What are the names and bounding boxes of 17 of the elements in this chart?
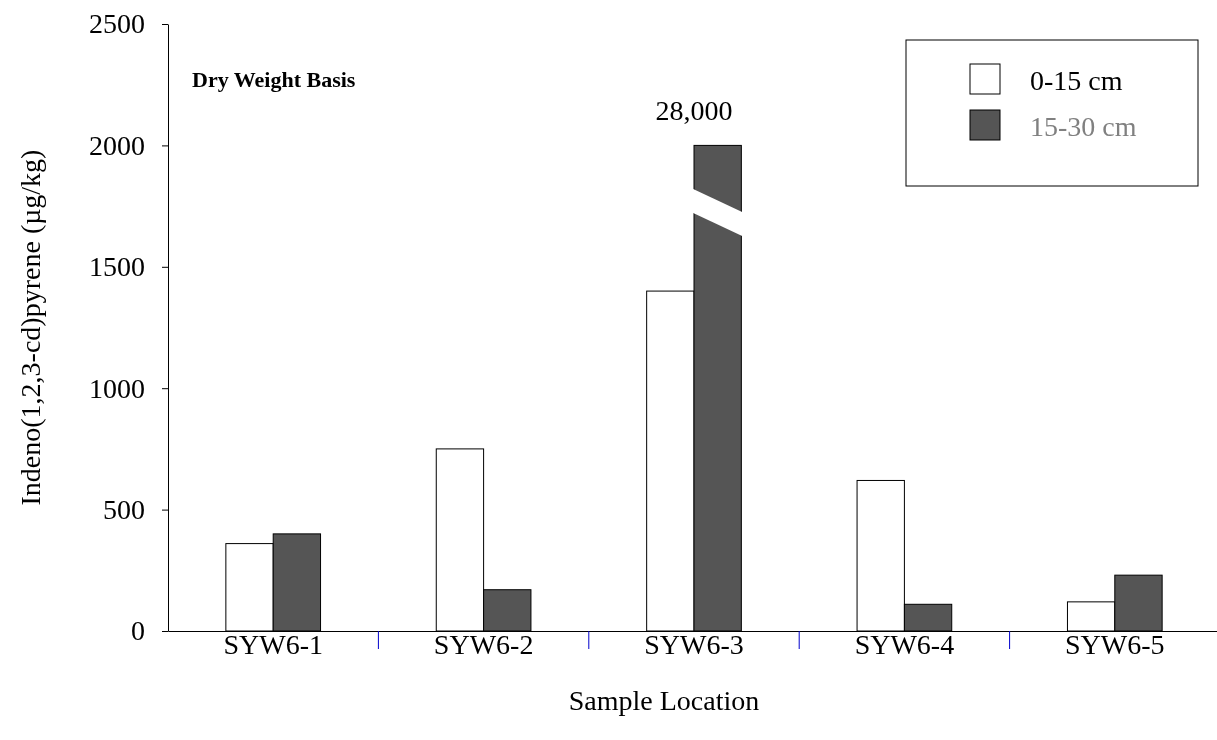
x-tick-label: SYW6-4 (854, 629, 955, 660)
annotation: Dry Weight Basis (192, 67, 356, 92)
annotation: 28,000 (655, 95, 733, 127)
y-tick-label: 1500 (89, 251, 145, 283)
y-tick-label: 1000 (89, 372, 145, 404)
y-tick-label: 2000 (89, 129, 145, 161)
legend-label: 0-15 cm (1030, 65, 1123, 96)
x-tick-label: SYW6-3 (644, 629, 744, 660)
y-tick-label: 2500 (89, 8, 145, 40)
y-tick-label: 500 (103, 494, 145, 526)
y-tick-label: 0 (131, 615, 145, 647)
x-axis-title: Sample Location (568, 685, 760, 716)
x-tick-label: SYW6-1 (223, 629, 323, 660)
y-axis-title: Indeno(1,2,3-cd)pyrene (µg/kg) (15, 149, 46, 506)
x-tick-label: SYW6-5 (1065, 629, 1165, 660)
legend-label: 15-30 cm (1030, 111, 1137, 142)
x-tick-label: SYW6-2 (433, 629, 534, 660)
